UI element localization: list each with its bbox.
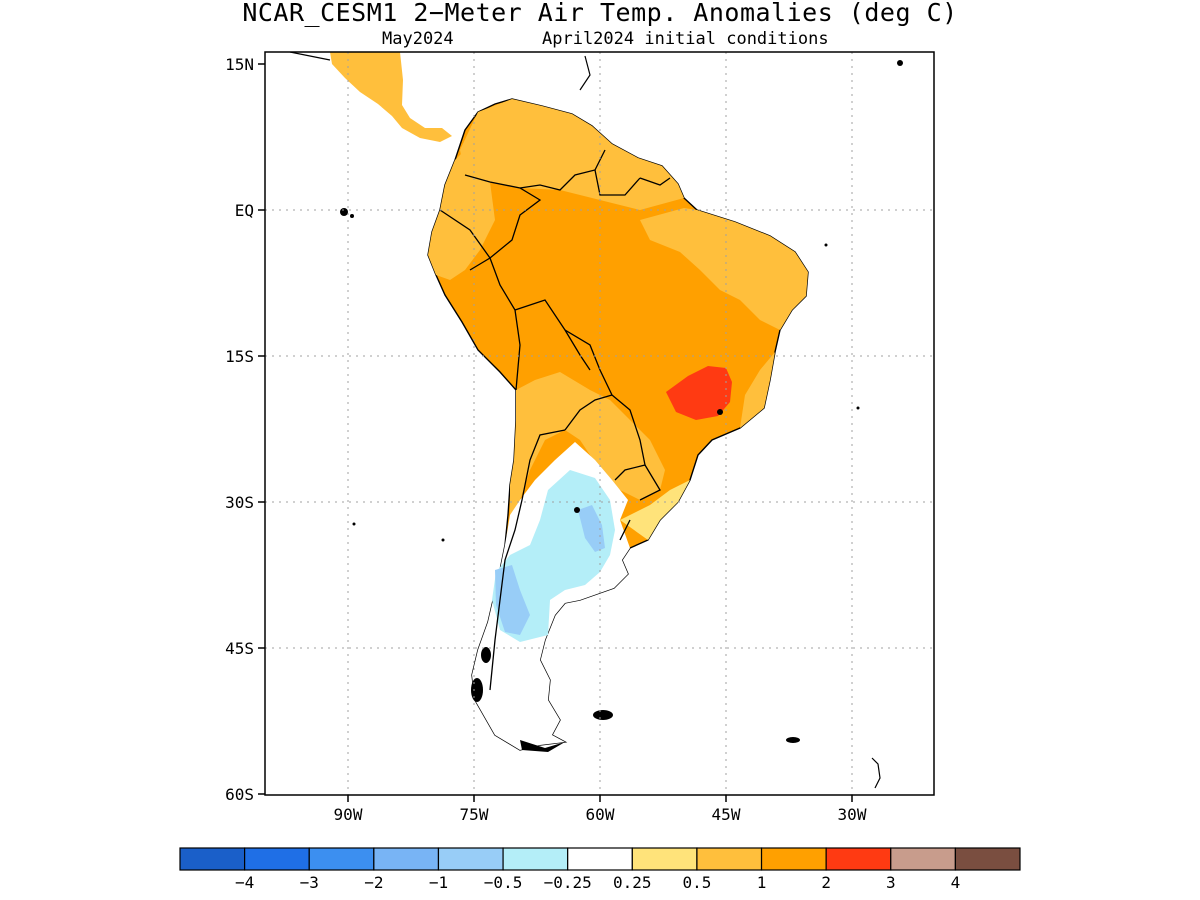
- latitude-labels: 15N EQ 15S 30S 45S 60S: [225, 55, 254, 804]
- colorbar-label: 0.5: [682, 873, 711, 892]
- colorbar-swatch: [567, 847, 633, 871]
- lat-label: 15N: [225, 55, 254, 74]
- lon-label: 45W: [712, 805, 741, 824]
- colorbar-label: −4: [235, 873, 254, 892]
- colorbar-label: 2: [821, 873, 831, 892]
- lat-label: 30S: [225, 493, 254, 512]
- anomaly-hotspot: [666, 366, 732, 420]
- colorbar-label: 3: [886, 873, 896, 892]
- map-title: NCAR_CESM1 2−Meter Air Temp. Anomalies (…: [242, 0, 958, 27]
- colorbar-label: 0.25: [613, 873, 652, 892]
- colorbar: −4 −3 −2 −1 −0.5 −0.25 0.25 0.5 1 2 3 4: [179, 847, 1021, 892]
- forecast-month: May2024: [382, 29, 454, 49]
- anomaly-band-northwest: [428, 150, 495, 280]
- lat-label: 15S: [225, 347, 254, 366]
- anomaly-band-southeast: [740, 352, 775, 428]
- lon-label: 60W: [586, 805, 615, 824]
- anomaly-band-uruguay: [620, 480, 690, 540]
- anomaly-band-central-south: [510, 372, 665, 515]
- lon-label: 90W: [334, 805, 363, 824]
- colorbar-swatch: [244, 847, 310, 871]
- colorbar-swatch: [502, 847, 569, 871]
- colorbar-swatch: [631, 847, 698, 871]
- colorbar-swatch: [437, 847, 504, 871]
- anomaly-cold-core-east: [578, 505, 605, 552]
- caribbean-coast: [289, 52, 591, 91]
- lat-label: EQ: [235, 201, 254, 220]
- colorbar-swatch: [890, 847, 956, 871]
- axis-ticks: [258, 63, 853, 802]
- colorbar-label: 1: [757, 873, 767, 892]
- anomaly-band-northeast: [640, 208, 808, 330]
- lat-label: 45S: [225, 639, 254, 658]
- colorbar-label: −0.5: [484, 873, 523, 892]
- colorbar-swatch: [308, 847, 375, 871]
- grid-lines: [265, 52, 934, 795]
- colorbar-swatch: [825, 847, 892, 871]
- atlantic-island-chain: [871, 757, 881, 789]
- lat-label: 60S: [225, 785, 254, 804]
- colorbar-swatch: [179, 847, 246, 871]
- colorbar-label: −0.25: [544, 873, 592, 892]
- colorbar-swatch: [760, 847, 827, 871]
- colorbar-label: 4: [951, 873, 961, 892]
- anomaly-band-north: [460, 99, 684, 210]
- initial-conditions: April2024 initial conditions: [542, 29, 829, 49]
- country-borders: [439, 149, 671, 691]
- colorbar-label: −2: [364, 873, 383, 892]
- colorbar-label: −3: [300, 873, 319, 892]
- longitude-labels: 90W 75W 60W 45W 30W: [334, 805, 867, 824]
- lon-label: 75W: [460, 805, 489, 824]
- lon-label: 30W: [838, 805, 867, 824]
- colorbar-label: −1: [429, 873, 448, 892]
- colorbar-swatch: [373, 847, 440, 871]
- colorbar-swatch: [954, 847, 1021, 871]
- anomaly-cold-core-west: [495, 565, 530, 635]
- central-america-land: [330, 52, 452, 142]
- colorbar-swatch: [696, 847, 763, 871]
